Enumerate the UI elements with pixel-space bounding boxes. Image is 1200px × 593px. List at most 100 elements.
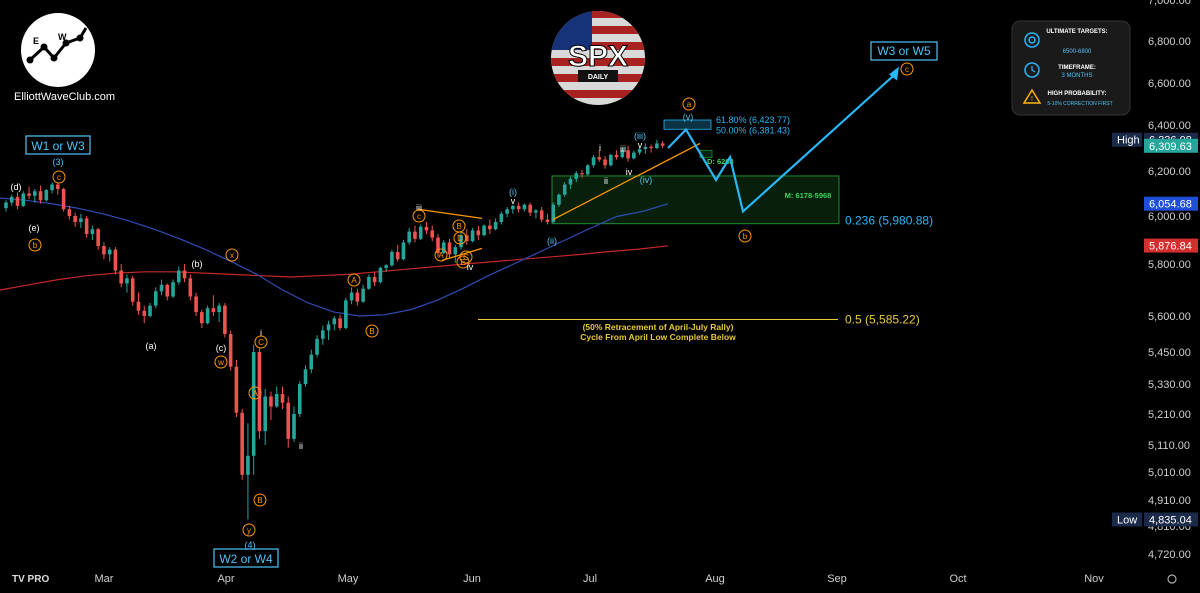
x-tick-label: Oct <box>949 573 966 585</box>
y-tick-label: 5,110.00 <box>1148 440 1190 452</box>
candle-body <box>453 247 458 255</box>
price-badge-bg <box>1144 238 1198 253</box>
info-title-targets: ULTIMATE TARGETS: <box>1046 29 1107 35</box>
candle-body <box>234 366 239 413</box>
candle-body <box>148 305 152 316</box>
site-name[interactable]: ElliottWaveClub.com <box>14 91 115 103</box>
price-badge-value: 6,309.63 <box>1149 141 1192 153</box>
candle-body <box>177 270 181 283</box>
wave-label-e: (e) <box>29 223 40 233</box>
candle-body <box>499 213 504 222</box>
wave-label-w2orw4-box <box>213 548 279 568</box>
candle-body <box>286 402 291 439</box>
candle-body <box>274 394 279 407</box>
info-box: ULTIMATE TARGETS: 6500-6800 TIMEFRAME: 3… <box>1011 20 1131 116</box>
candle-body <box>637 149 642 153</box>
candle-body <box>418 226 423 239</box>
candle-body <box>211 308 216 313</box>
candle-body <box>574 173 579 179</box>
y-tick-label: 5,600.00 <box>1148 311 1191 323</box>
clock-hands <box>1031 66 1036 73</box>
price-badge-tag-bg <box>1112 132 1142 147</box>
spx-ticker-badge: SPX DAILY <box>551 11 645 105</box>
logo-letter-e: E <box>33 36 39 46</box>
candle-body <box>591 157 596 166</box>
candle-body <box>251 352 256 456</box>
candle-body <box>436 237 440 254</box>
info-value-probability: 5-10% CORRECTION FIRST <box>1047 101 1112 107</box>
candle-body <box>413 231 417 239</box>
y-tick-label: 6,000.00 <box>1148 211 1191 223</box>
candle-body <box>580 173 584 175</box>
x-tick-label: Sep <box>827 573 847 585</box>
price-badge-bg <box>1144 512 1198 527</box>
candle-body <box>609 154 613 166</box>
candle-body <box>61 189 66 210</box>
candle-body <box>395 252 400 260</box>
candle-body <box>465 235 469 242</box>
warning-icon <box>1022 88 1042 104</box>
wave-label-c-circle <box>459 250 473 264</box>
wave-label-i: (i) <box>509 187 517 197</box>
candle-body <box>326 324 331 331</box>
wave-label-3: (3) <box>53 157 64 167</box>
wave-label-b-circle <box>365 324 379 338</box>
candles-layer <box>4 139 665 520</box>
y-tick-label: 6,400.00 <box>1148 120 1191 132</box>
candle-body <box>67 209 72 216</box>
y-tick-label: 4,720.00 <box>1148 549 1191 561</box>
fib-500-label: 50.00% (6,381.43) <box>716 125 790 135</box>
timeframe-badge: DAILY <box>588 74 609 81</box>
elliottwaveclub-logo[interactable]: E W C <box>21 13 95 87</box>
wave-label-b: b <box>33 241 38 250</box>
candle-body <box>361 288 365 302</box>
logo-circle <box>21 13 95 87</box>
wave-label-ii: ii <box>604 176 608 186</box>
candle-body <box>516 205 521 210</box>
y-tick-label: 5,330.00 <box>1148 379 1191 391</box>
x-tick-label: Aug <box>705 573 725 585</box>
candle-body <box>614 154 619 158</box>
wave-label-c: (c) <box>216 343 227 353</box>
wave-label-a-circle <box>347 273 361 287</box>
gear-icon <box>1167 574 1177 584</box>
candle-body <box>165 284 170 297</box>
candle-body <box>297 384 302 414</box>
warning-icon-mark: ! <box>1031 96 1033 103</box>
wave-label-iii: iii <box>620 144 626 154</box>
zones-layer: M: 6178-5968 D: 6268 <box>551 119 840 225</box>
wave-label-y-circle <box>242 523 256 537</box>
wave-label-ii: ii <box>299 441 303 451</box>
wave-label-iii: iii <box>416 203 422 213</box>
wave-label-iv: iv <box>467 262 474 272</box>
y-tick-label: 6,800.00 <box>1148 36 1191 48</box>
candle-body <box>321 330 325 339</box>
wave-label-d-circle <box>453 231 467 245</box>
candle-body <box>38 191 43 201</box>
y-tick-label: 7,000.00 <box>1148 0 1191 7</box>
wave-label-w1orw3-box <box>25 135 91 155</box>
wave-label-a: A <box>351 276 357 285</box>
m-zone-box <box>551 175 840 225</box>
y-tick-label: 4,910.00 <box>1148 495 1191 507</box>
candle-body <box>522 204 527 210</box>
fib-target-box <box>663 119 712 130</box>
wave-label-a: (a) <box>146 341 157 351</box>
candle-body <box>655 143 659 148</box>
x-tick-label: Apr <box>217 573 234 585</box>
candle-body <box>217 305 221 313</box>
info-value-timeframe: 3 MONTHS <box>1061 73 1092 79</box>
wave-label-a-circle <box>434 248 448 262</box>
spx-ticker-text: SPX <box>568 40 628 73</box>
candle-body <box>562 184 567 195</box>
projection-arrow-head <box>889 66 899 81</box>
wave-label-c: c <box>417 212 421 221</box>
ma-slow-line <box>0 245 669 291</box>
candle-body <box>96 229 100 246</box>
candle-body <box>488 225 492 230</box>
wave-label-v: (v) <box>683 112 694 122</box>
logo-dot <box>26 56 34 64</box>
daily-badge-bg <box>578 70 618 82</box>
wave-label-y: y <box>247 526 251 535</box>
y-tick-label: 6,200.00 <box>1148 166 1191 178</box>
